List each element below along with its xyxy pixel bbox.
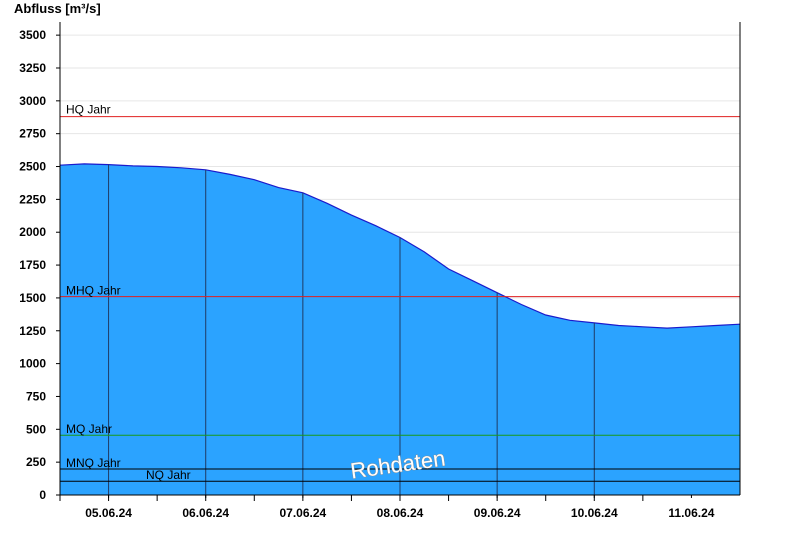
x-tick-label: 07.06.24 xyxy=(279,506,326,520)
day-lines xyxy=(108,164,595,495)
ref-label: MNQ Jahr xyxy=(66,456,121,470)
ref-label: HQ Jahr xyxy=(66,103,111,117)
y-tick-label: 250 xyxy=(26,455,46,469)
y-tick-label: 3250 xyxy=(19,61,46,75)
y-tick-label: 0 xyxy=(39,488,46,502)
y-tick-label: 2250 xyxy=(19,192,46,206)
y-tick-label: 1500 xyxy=(19,291,46,305)
y-tick-label: 1750 xyxy=(19,258,46,272)
y-tick-label: 3000 xyxy=(19,94,46,108)
ref-label: NQ Jahr xyxy=(146,468,191,482)
y-tick-label: 1000 xyxy=(19,357,46,371)
y-tick-label: 2000 xyxy=(19,225,46,239)
reference-lines: HQ Jahr MHQ Jahr MQ Jahr MNQ Jahr NQ Jahr xyxy=(60,103,740,482)
y-tick-label: 2500 xyxy=(19,160,46,174)
axes: 0 250 500 750 1000 1250 1500 1750 2000 2250 2500 27… xyxy=(19,22,741,520)
x-tick-label: 11.06.24 xyxy=(668,506,714,520)
x-tick-label: 05.06.24 xyxy=(85,506,132,520)
x-tick-label: 06.06.24 xyxy=(182,506,229,520)
y-tick-label: 500 xyxy=(26,422,46,436)
y-tick-label: 2750 xyxy=(19,127,46,141)
y-axis-label: Abfluss [m³/s] xyxy=(14,1,101,16)
ref-label: MHQ Jahr xyxy=(66,284,121,298)
ref-label: MQ Jahr xyxy=(66,422,112,436)
y-tick-label: 1250 xyxy=(19,324,46,338)
x-tick-label: 09.06.24 xyxy=(474,506,521,520)
x-tick-label: 08.06.24 xyxy=(377,506,424,520)
y-tick-label: 3500 xyxy=(19,28,46,42)
y-tick-label: 750 xyxy=(26,389,46,403)
x-tick-label: 10.06.24 xyxy=(571,506,618,520)
